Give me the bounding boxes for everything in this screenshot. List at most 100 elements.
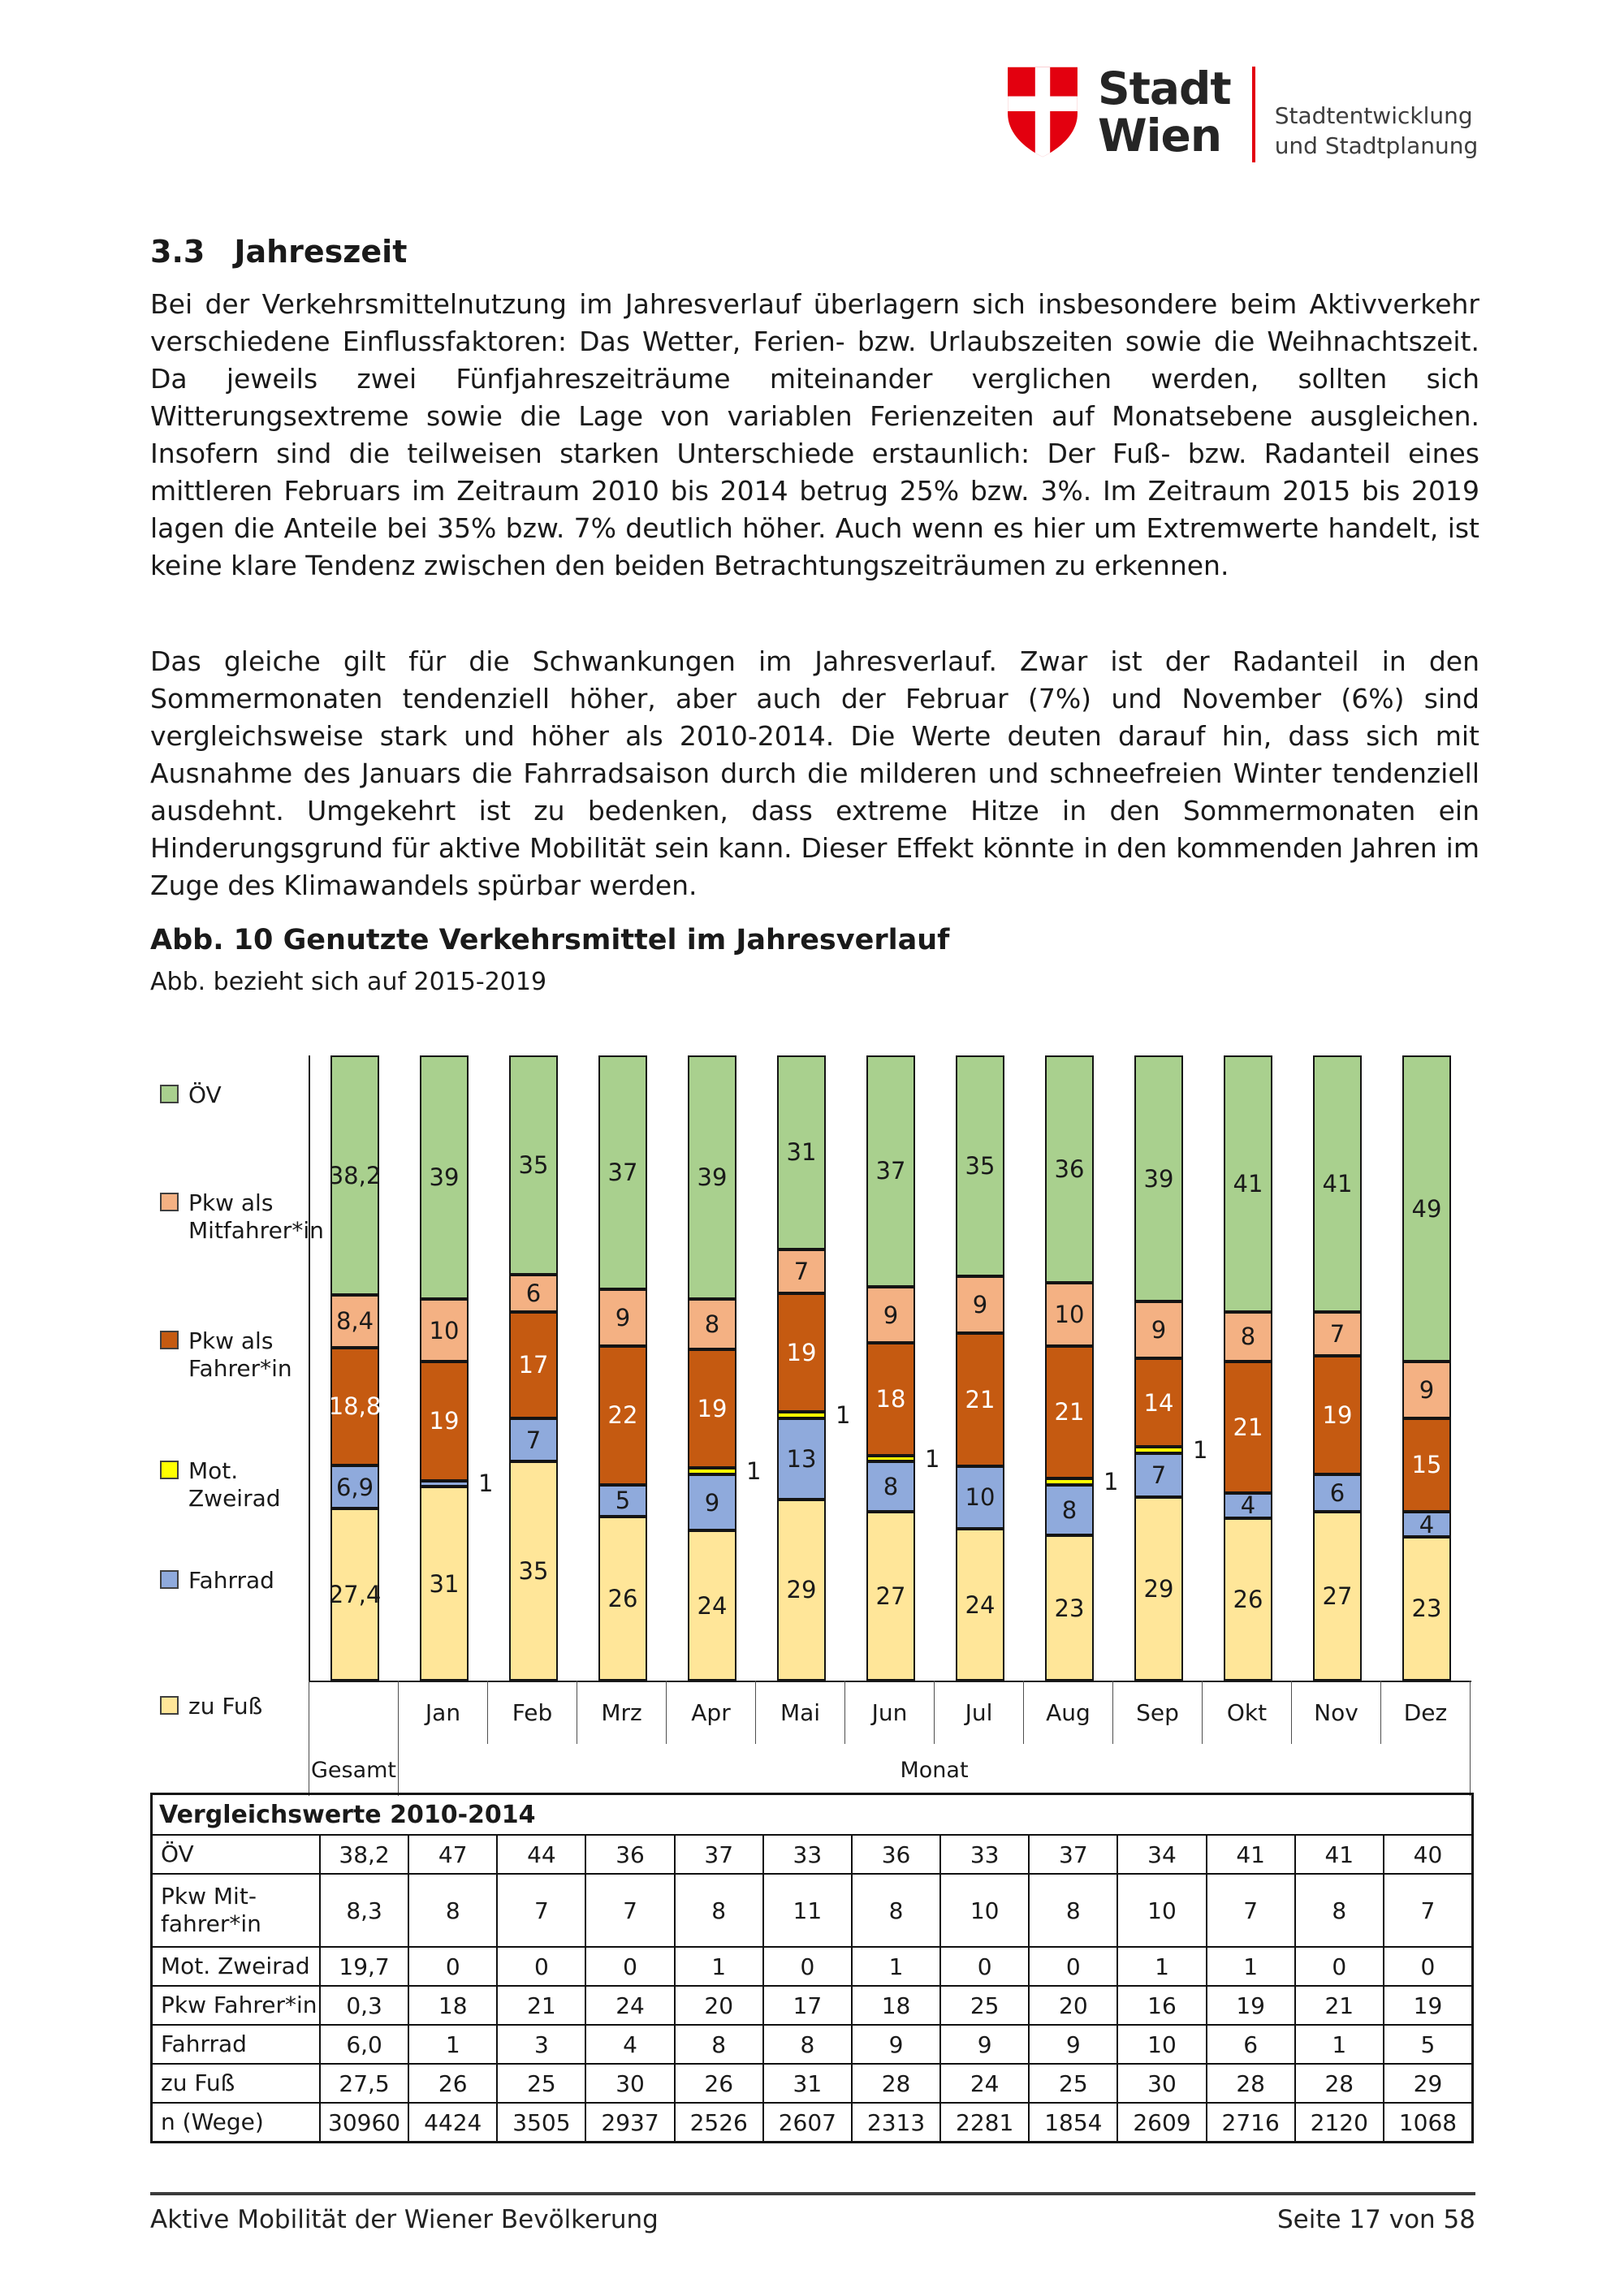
bar-value-label: 9 <box>1151 1316 1167 1344</box>
bar-segment: 19 <box>688 1349 736 1469</box>
bar-segment: 14 <box>1134 1358 1183 1448</box>
axis-group-row: Gesamt Monat <box>309 1744 1471 1796</box>
bar-value-label: 6 <box>1329 1478 1345 1507</box>
bar-value-label: 27 <box>875 1582 906 1610</box>
bar-value-label: 8 <box>883 1473 899 1501</box>
bar-segment: 39 <box>688 1055 736 1300</box>
table-cell: 1 <box>408 2026 496 2063</box>
bar-value-label: 1 <box>836 1400 851 1429</box>
bar-value-label: 35 <box>518 1557 549 1586</box>
table-cell: 47 <box>408 1836 496 1873</box>
table-cell: 30 <box>1116 2065 1205 2102</box>
axis-group-label-gesamt: Gesamt <box>309 1744 399 1796</box>
table-cell: 2716 <box>1205 2104 1294 2141</box>
bar-value-label: 17 <box>518 1351 549 1379</box>
legend-label: Mot. Zweirad <box>188 1457 281 1512</box>
table-row: n (Wege) 30960 4424 3505 2937 2526 2607 2313 228… <box>153 2102 1471 2141</box>
month-label: Mrz <box>577 1681 667 1744</box>
table-row: zu Fuß 27,5 26 25 30 26 31 28 24 25 30 28 28 29 <box>153 2063 1471 2102</box>
bar-value-label: 7 <box>525 1426 542 1454</box>
bar-Okt: 41 8 21 4 26 <box>1224 1055 1272 1681</box>
bar-value-label: 5 <box>615 1487 631 1515</box>
month-label: Jul <box>935 1681 1024 1744</box>
legend-label: zu Fuß <box>188 1693 263 1720</box>
month-label: Feb <box>488 1681 577 1744</box>
bar-segment: 9 <box>1134 1301 1183 1359</box>
bar-segment: 8 <box>688 1299 736 1349</box>
table-cell: 2607 <box>762 2104 851 2141</box>
table-cell: 20 <box>1028 1987 1116 2024</box>
bar-value-label: 24 <box>697 1591 728 1620</box>
bar-segment: 7 <box>777 1249 826 1293</box>
table-cell: 36 <box>585 1836 673 1873</box>
header-logo: Stadt Wien Stadtentwicklung und Stadtpla… <box>1005 65 1478 162</box>
table-cell: 40 <box>1382 1836 1471 1873</box>
table-title-row: Vergleichswerte 2010-2014 <box>153 1795 1471 1834</box>
table-cell: 8 <box>850 1875 939 1946</box>
bar-value-label: 21 <box>1233 1413 1263 1442</box>
table-row: Fahrrad 6,0 1 3 4 8 8 9 9 9 10 6 1 5 <box>153 2024 1471 2063</box>
month-label: Dez <box>1381 1681 1471 1744</box>
bar-segment: 1 <box>777 1401 850 1429</box>
legend-item: Pkw als Fahrer*in <box>160 1327 292 1383</box>
bar-segment: 24 <box>688 1530 736 1681</box>
bar-segment: 7 <box>1313 1311 1362 1356</box>
month-label: Apr <box>667 1681 756 1744</box>
bar-segment: 6 <box>509 1274 558 1312</box>
bar-value-label: 19 <box>697 1395 728 1423</box>
section-heading: 3.3 Jahreszeit <box>150 234 407 270</box>
table-cell: 0 <box>585 1948 673 1985</box>
bar-segment: 26 <box>598 1516 647 1681</box>
table-cell: 3 <box>496 2026 585 2063</box>
bar-value-label: 41 <box>1233 1169 1263 1198</box>
bar-value-label: 9 <box>1419 1375 1435 1404</box>
bar-segment: 9 <box>1402 1362 1451 1418</box>
table-cell: 24 <box>939 2065 1028 2102</box>
bar-value-label: 36 <box>1054 1155 1085 1183</box>
section-number: 3.3 <box>150 234 205 270</box>
bar-segment: 10 <box>1045 1283 1094 1346</box>
bar-value-label: 26 <box>607 1584 638 1612</box>
bar-segment: 35 <box>509 1055 558 1275</box>
bar-segment: 23 <box>1045 1535 1094 1681</box>
table-cell: 4 <box>585 2026 673 2063</box>
bar-segment: 8,4 <box>330 1295 379 1348</box>
wien-shield-icon <box>1008 67 1078 158</box>
table-cell: 6,0 <box>319 2026 408 2063</box>
bar-segment: 37 <box>866 1055 915 1287</box>
legend-swatch <box>160 1570 179 1589</box>
bar-segment: 27 <box>866 1512 915 1681</box>
bar-segment: 8 <box>866 1461 915 1513</box>
bar-value-label: 31 <box>786 1138 817 1167</box>
logo-title-line1: Stadt <box>1098 63 1232 114</box>
bar-segment: 37 <box>598 1055 647 1289</box>
table-cell: 1 <box>1294 2026 1383 2063</box>
bar-segment: 8 <box>1224 1311 1272 1362</box>
bar-value-label: 35 <box>518 1150 549 1179</box>
table-cell: 2937 <box>585 2104 673 2141</box>
month-label: Sep <box>1113 1681 1203 1744</box>
table-cell: 33 <box>762 1836 851 1873</box>
table-cell: 7 <box>585 1875 673 1946</box>
bar-segment: 22 <box>598 1345 647 1485</box>
chart-plot: 38,2 8,4 18,8 6,9 27,4 39 10 19 1 31 35 6 17 7 35 37 9 22… <box>309 1055 1471 1682</box>
bar-segment: 4 <box>1402 1511 1451 1539</box>
bar-value-label: 7 <box>1151 1461 1167 1490</box>
legend-swatch <box>160 1193 179 1211</box>
bar-segment: 26 <box>1224 1517 1272 1681</box>
bar-segment: 23 <box>1402 1536 1451 1681</box>
bar-segment: 19 <box>420 1362 469 1481</box>
legend-swatch <box>160 1085 179 1103</box>
bar-segment: 21 <box>956 1333 1004 1466</box>
comparison-table: Vergleichswerte 2010-2014 ÖV 38,2 47 44 36 37… <box>150 1793 1474 2143</box>
bar-value-label: 27,4 <box>328 1581 382 1609</box>
bar-value-label: 18,8 <box>328 1392 382 1421</box>
footer-page-number: Seite 17 von 58 <box>1276 2205 1475 2234</box>
bar-segment: 41 <box>1313 1055 1362 1312</box>
table-cell: 1 <box>1205 1948 1294 1985</box>
bar-segment: 8 <box>1045 1484 1094 1536</box>
bar-segment: 21 <box>1045 1345 1094 1479</box>
table-cell: 1854 <box>1028 2104 1116 2141</box>
table-cell: 7 <box>496 1875 585 1946</box>
